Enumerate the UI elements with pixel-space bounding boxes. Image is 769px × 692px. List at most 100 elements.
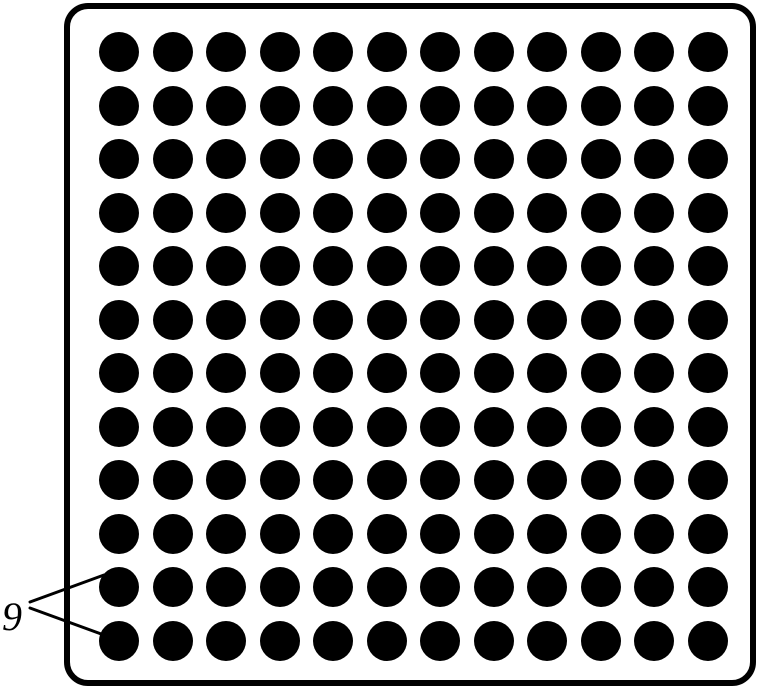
grid-dot [581,86,621,126]
grid-dot [420,407,460,447]
grid-dot [313,300,353,340]
grid-dot [474,86,514,126]
grid-dot [634,86,674,126]
grid-dot [634,621,674,661]
grid-dot [313,193,353,233]
grid-dot [581,193,621,233]
grid-dot [99,514,139,554]
grid-dot [260,460,300,500]
grid-dot [420,460,460,500]
grid-dot [634,567,674,607]
grid-dot [153,300,193,340]
grid-dot [313,353,353,393]
grid-dot [99,353,139,393]
grid-dot [99,300,139,340]
grid-dot [206,567,246,607]
grid-dot [634,32,674,72]
grid-dot [99,621,139,661]
grid-dot [260,139,300,179]
grid-dot [420,139,460,179]
grid-dot [688,300,728,340]
grid-dot [367,407,407,447]
grid-dot [153,139,193,179]
grid-dot [420,514,460,554]
grid-dot [313,407,353,447]
grid-dot [581,353,621,393]
grid-dot [367,460,407,500]
grid-dot [688,567,728,607]
grid-dot [474,407,514,447]
grid-dot [153,621,193,661]
grid-dot [634,514,674,554]
grid-dot [688,353,728,393]
grid-dot [688,407,728,447]
grid-dot [474,621,514,661]
grid-dot [581,139,621,179]
grid-dot [527,32,567,72]
grid-dot [153,567,193,607]
grid-dot [474,139,514,179]
grid-dot [313,514,353,554]
grid-dot [367,353,407,393]
grid-dot [313,567,353,607]
grid-dot [474,246,514,286]
grid-dot [581,300,621,340]
grid-dot [634,193,674,233]
grid-dot [581,32,621,72]
grid-dot [313,86,353,126]
grid-dot [634,353,674,393]
grid-dot [153,193,193,233]
grid-dot [688,193,728,233]
grid-dot [206,193,246,233]
grid-dot [527,460,567,500]
grid-dot [581,514,621,554]
grid-dot [634,300,674,340]
grid-dot [367,514,407,554]
grid-dot [99,86,139,126]
grid-dot [206,86,246,126]
grid-dot [527,86,567,126]
grid-dot [474,460,514,500]
grid-dot [688,621,728,661]
grid-dot [474,193,514,233]
grid-dot [527,300,567,340]
grid-dot [99,139,139,179]
grid-dot [420,193,460,233]
grid-dot [313,246,353,286]
grid-dot [206,246,246,286]
grid-dot [99,460,139,500]
grid-dot [367,567,407,607]
grid-dot [367,139,407,179]
grid-dot [206,353,246,393]
grid-dot [420,300,460,340]
grid-dot [581,407,621,447]
grid-dot [260,514,300,554]
grid-dot [313,139,353,179]
grid-dot [260,32,300,72]
grid-dot [474,353,514,393]
grid-dot [688,246,728,286]
grid-dot [688,32,728,72]
grid-dot [420,86,460,126]
grid-dot [527,514,567,554]
grid-dot [153,86,193,126]
grid-dot [153,407,193,447]
grid-dot [206,514,246,554]
grid-dot [420,567,460,607]
grid-dot [581,246,621,286]
grid-dot [367,32,407,72]
grid-dot [688,139,728,179]
grid-dot [260,621,300,661]
grid-dot [260,407,300,447]
grid-dot [206,32,246,72]
grid-dot [99,567,139,607]
grid-dot [99,32,139,72]
grid-dot [367,86,407,126]
grid-dot [527,621,567,661]
grid-dot [260,193,300,233]
grid-dot [474,567,514,607]
grid-dot [688,86,728,126]
grid-dot [99,246,139,286]
grid-dot [474,514,514,554]
grid-dot [367,246,407,286]
